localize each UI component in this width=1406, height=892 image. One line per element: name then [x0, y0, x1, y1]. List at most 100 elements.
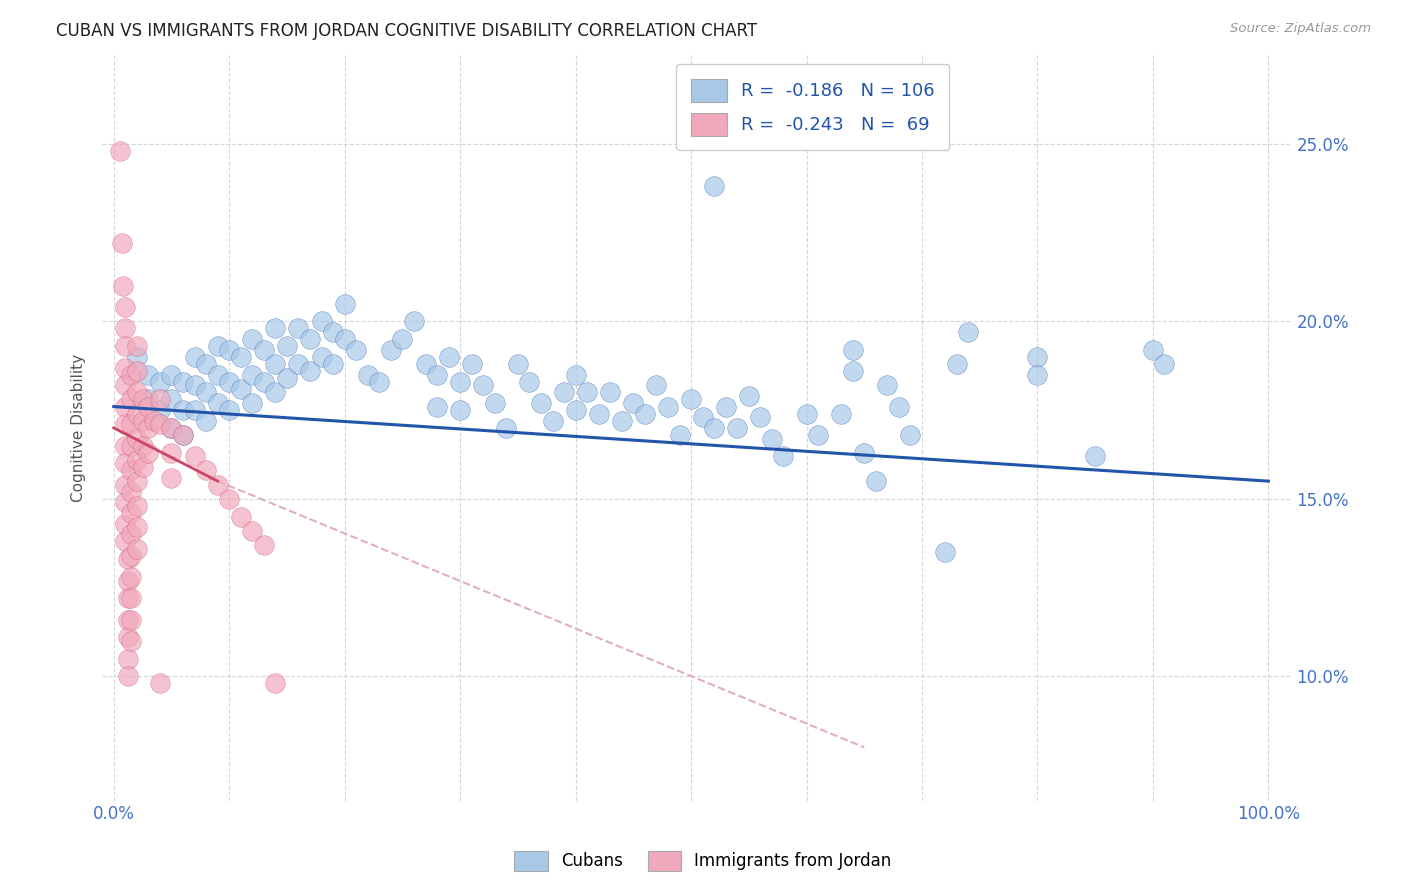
Point [749, 410, 772, 425]
Point [772, 450, 794, 464]
Point [426, 400, 449, 414]
Point [657, 400, 679, 414]
Point [125, 364, 148, 378]
Point [183, 403, 205, 417]
Point [1026, 350, 1049, 364]
Point [761, 432, 783, 446]
Point [519, 375, 541, 389]
Point [645, 378, 668, 392]
Point [564, 368, 586, 382]
Point [229, 509, 252, 524]
Point [149, 375, 172, 389]
Point [264, 385, 287, 400]
Point [322, 325, 344, 339]
Point [183, 450, 205, 464]
Point [218, 375, 240, 389]
Point [149, 676, 172, 690]
Point [120, 506, 142, 520]
Point [114, 477, 136, 491]
Point [218, 491, 240, 506]
Point [117, 574, 139, 588]
Point [160, 392, 183, 407]
Point [853, 446, 876, 460]
Point [276, 371, 298, 385]
Point [887, 400, 910, 414]
Point [149, 403, 172, 417]
Point [125, 474, 148, 488]
Point [183, 378, 205, 392]
Point [807, 428, 830, 442]
Point [692, 410, 714, 425]
Point [240, 368, 263, 382]
Point [506, 357, 529, 371]
Point [117, 630, 139, 644]
Point [368, 375, 391, 389]
Point [276, 339, 298, 353]
Point [114, 360, 136, 375]
Point [125, 385, 148, 400]
Point [120, 549, 142, 563]
Point [120, 633, 142, 648]
Point [117, 613, 139, 627]
Point [437, 350, 460, 364]
Point [172, 428, 194, 442]
Point [117, 591, 139, 606]
Point [207, 477, 229, 491]
Point [460, 357, 482, 371]
Point [610, 414, 633, 428]
Point [876, 378, 898, 392]
Point [114, 339, 136, 353]
Point [841, 343, 863, 357]
Point [114, 321, 136, 335]
Legend: R =  -0.186   N = 106, R =  -0.243   N =  69: R = -0.186 N = 106, R = -0.243 N = 69 [676, 64, 949, 150]
Point [160, 446, 183, 460]
Point [195, 385, 218, 400]
Point [120, 368, 142, 382]
Point [195, 357, 218, 371]
Point [114, 378, 136, 392]
Point [703, 179, 725, 194]
Point [125, 541, 148, 556]
Point [114, 456, 136, 470]
Point [207, 396, 229, 410]
Point [1084, 450, 1107, 464]
Point [311, 314, 333, 328]
Point [131, 439, 153, 453]
Point [264, 357, 287, 371]
Point [830, 407, 852, 421]
Point [530, 396, 553, 410]
Point [125, 350, 148, 364]
Point [553, 385, 575, 400]
Point [111, 278, 134, 293]
Point [120, 527, 142, 541]
Point [125, 520, 148, 534]
Point [114, 516, 136, 531]
Point [714, 400, 737, 414]
Point [945, 357, 967, 371]
Point [796, 407, 818, 421]
Point [541, 414, 564, 428]
Point [484, 396, 506, 410]
Point [218, 403, 240, 417]
Point [668, 428, 690, 442]
Legend: Cubans, Immigrants from Jordan: Cubans, Immigrants from Jordan [506, 842, 900, 880]
Point [253, 538, 276, 552]
Point [114, 417, 136, 432]
Point [391, 332, 413, 346]
Point [449, 375, 471, 389]
Point [357, 368, 380, 382]
Point [333, 296, 356, 310]
Point [264, 321, 287, 335]
Point [114, 439, 136, 453]
Point [149, 392, 172, 407]
Point [1142, 343, 1164, 357]
Point [621, 396, 644, 410]
Point [125, 432, 148, 446]
Point [344, 343, 367, 357]
Point [131, 414, 153, 428]
Point [125, 339, 148, 353]
Point [588, 407, 610, 421]
Point [380, 343, 402, 357]
Point [149, 417, 172, 432]
Point [841, 364, 863, 378]
